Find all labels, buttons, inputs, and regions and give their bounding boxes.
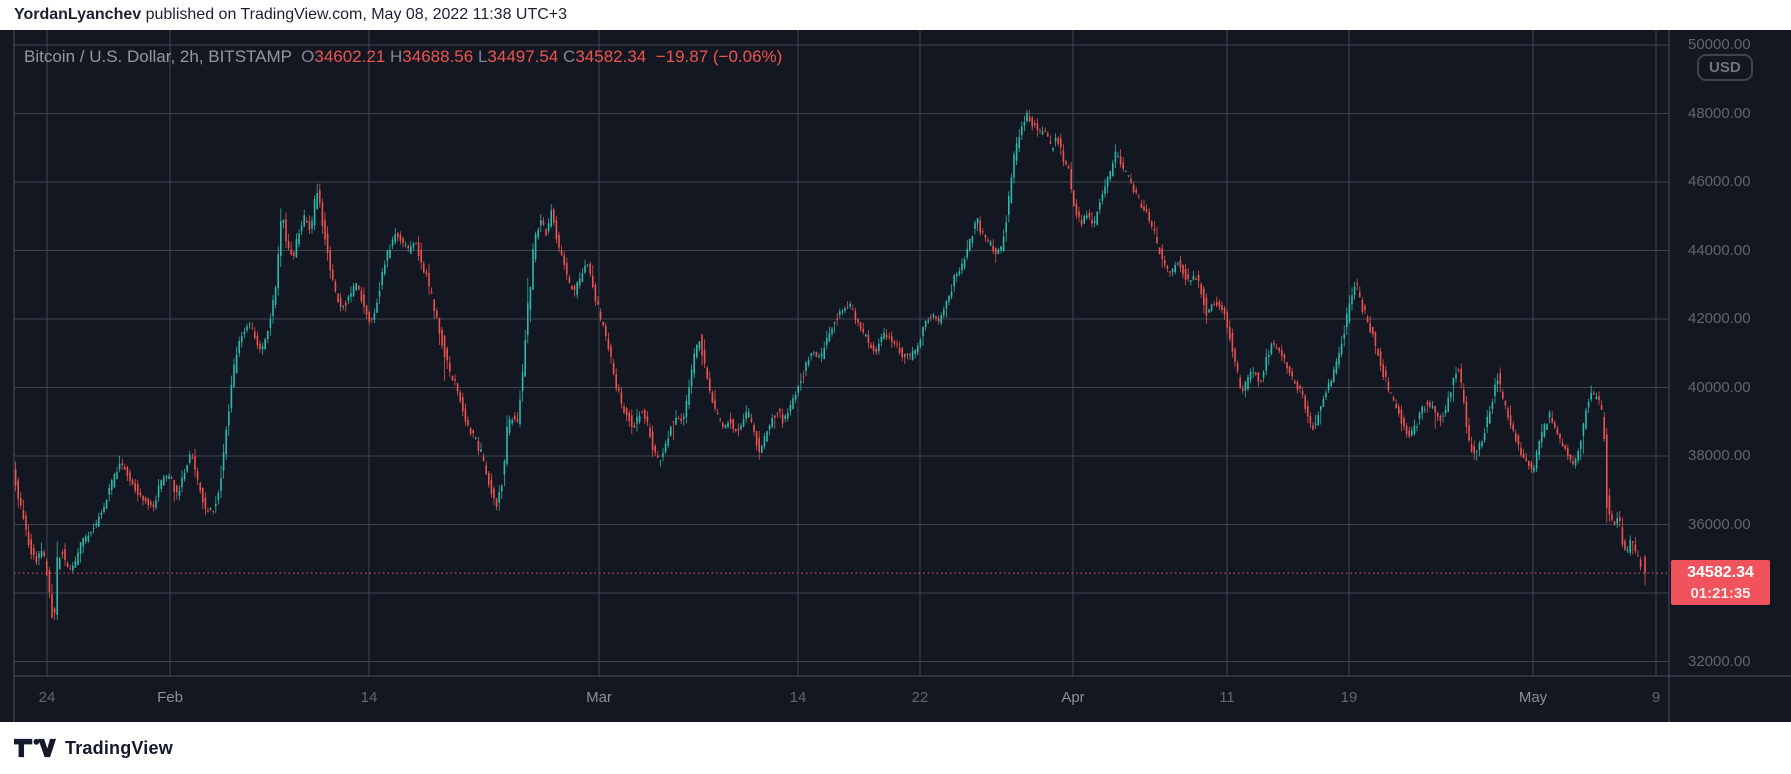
price-tick-label: 46000.00 [1688,173,1751,190]
author-name: YordanLyanchev [14,6,142,23]
price-tick-label: 38000.00 [1688,447,1751,464]
time-tick-label: Feb [157,689,183,706]
tradingview-wordmark[interactable]: TradingView [65,737,173,758]
time-tick-label: 11 [1219,689,1235,706]
high-label: H [390,47,403,66]
time-tick-label: 14 [789,689,807,706]
time-tick-label: Mar [586,689,612,706]
time-tick-label: 14 [360,689,378,706]
time-tick-label: 22 [911,689,929,706]
price-tick-label: 32000.00 [1688,653,1751,670]
symbol-legend: Bitcoin / U.S. Dollar, 2h, BITSTAMP O346… [24,47,782,67]
price-tick-label: 42000.00 [1688,310,1751,327]
time-tick-label: May [1518,689,1548,706]
time-tick-label: Apr [1061,689,1085,706]
time-axis[interactable] [14,676,1669,722]
footer: TradingView [0,722,1791,774]
publish-header: YordanLyanchev published on TradingView.… [0,0,1791,30]
last-price-badge: 34582.34 01:21:35 [1671,560,1770,605]
last-price-value: 34582.34 [1687,563,1754,581]
time-tick-label: 24 [38,689,56,706]
close-label: C [563,47,576,66]
time-tick-label: 9 [1651,689,1661,706]
currency-toggle-badge[interactable]: USD [1697,54,1753,81]
low-value: 34497.54 [487,47,559,66]
price-tick-label: 40000.00 [1688,379,1751,396]
time-tick-label: 19 [1340,689,1358,706]
close-value: 34582.34 [575,47,647,66]
tradingview-logo-icon[interactable] [14,738,56,758]
high-value: 34688.56 [402,47,474,66]
open-label: O [301,47,315,66]
change-value: −19.87 (−0.06%) [655,47,783,66]
price-tick-label: 36000.00 [1688,516,1751,533]
bar-countdown: 01:21:35 [1690,584,1751,602]
symbol-title: Bitcoin / U.S. Dollar, 2h, BITSTAMP [24,47,292,66]
price-tick-label: 44000.00 [1688,242,1751,259]
price-tick-label: 48000.00 [1688,105,1751,122]
open-value: 34602.21 [314,47,386,66]
price-tick-label: 50000.00 [1688,36,1751,53]
publish-info-text: published on TradingView.com, May 08, 20… [141,6,568,23]
low-label: L [477,47,488,66]
